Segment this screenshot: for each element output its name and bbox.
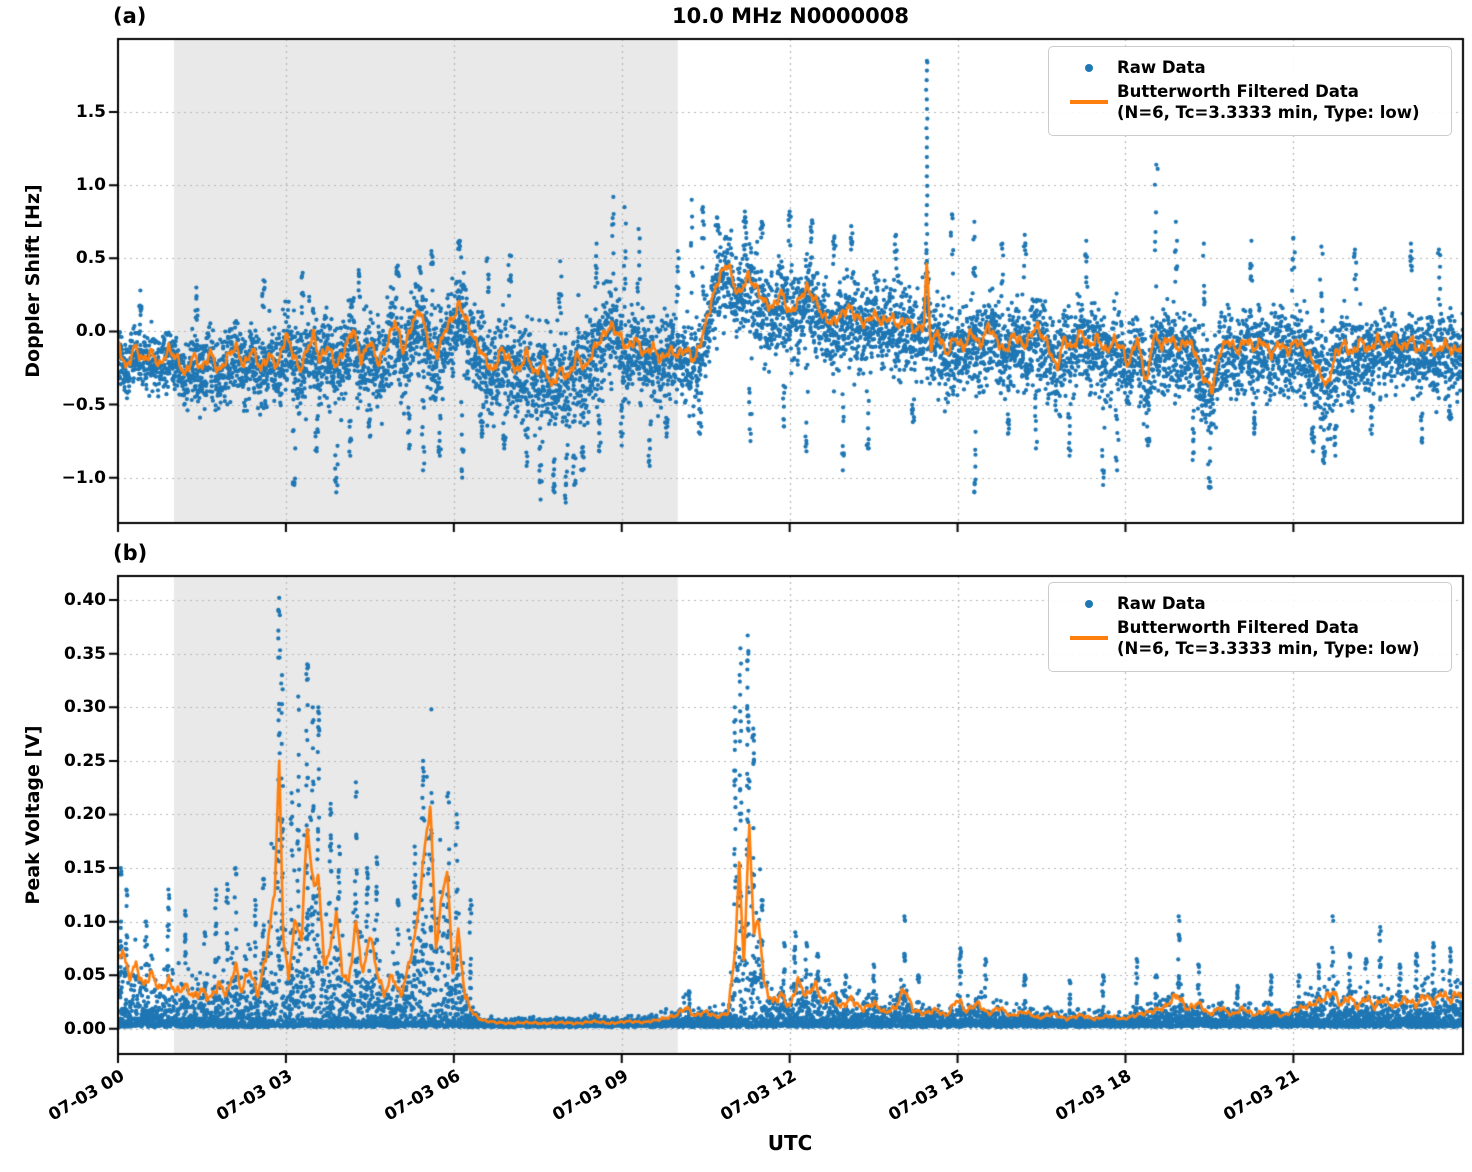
- raw-data-dot-icon: [1085, 63, 1093, 72]
- legend-filtered-label-line1: Butterworth Filtered Data: [1117, 82, 1359, 102]
- panel-a-tag: (a): [113, 4, 147, 28]
- y-axis-label-doppler: Doppler Shift [Hz]: [22, 184, 44, 378]
- filtered-line-icon: [1070, 636, 1108, 640]
- legend-marker-cell: [1061, 599, 1117, 608]
- legend-filtered-label-line2: (N=6, Tc=3.3333 min, Type: low): [1117, 639, 1420, 659]
- legend-panel-b: Raw Data Butterworth Filtered Data (N=6,…: [1048, 582, 1452, 673]
- legend-raw-label: Raw Data: [1117, 594, 1206, 613]
- legend-marker-cell: [1061, 100, 1117, 104]
- legend-marker-cell: [1061, 63, 1117, 72]
- y-tick-label: 1.5: [75, 102, 106, 123]
- y-tick-label: 0.10: [64, 911, 106, 932]
- y-tick-label: 0.15: [64, 858, 106, 879]
- y-tick-label: 0.30: [64, 697, 106, 718]
- legend-filtered-label-line2: (N=6, Tc=3.3333 min, Type: low): [1117, 103, 1420, 123]
- legend-filtered-label-line1: Butterworth Filtered Data: [1117, 618, 1359, 638]
- legend-panel-a: Raw Data Butterworth Filtered Data (N=6,…: [1048, 46, 1452, 137]
- y-tick-label: 0.0: [75, 321, 106, 342]
- y-tick-label: 1.0: [75, 175, 106, 196]
- y-tick-label: 0.40: [64, 590, 106, 611]
- figure-title: 10.0 MHz N0000008: [672, 4, 909, 28]
- legend-raw-label: Raw Data: [1117, 58, 1206, 77]
- y-tick-label: −0.5: [61, 394, 106, 415]
- y-tick-label: 0.05: [64, 965, 106, 986]
- raw-data-dot-icon: [1085, 599, 1093, 608]
- y-tick-label: 0.25: [64, 750, 106, 771]
- y-tick-label: 0.00: [64, 1018, 106, 1039]
- filtered-line-icon: [1070, 100, 1108, 104]
- y-tick-label: 0.5: [75, 248, 106, 269]
- y-tick-label: 0.20: [64, 804, 106, 825]
- y-tick-label: 0.35: [64, 643, 106, 664]
- x-axis-label: UTC: [767, 1131, 813, 1155]
- panel-b-tag: (b): [113, 541, 148, 565]
- legend-marker-cell: [1061, 636, 1117, 640]
- y-tick-label: −1.0: [61, 467, 106, 488]
